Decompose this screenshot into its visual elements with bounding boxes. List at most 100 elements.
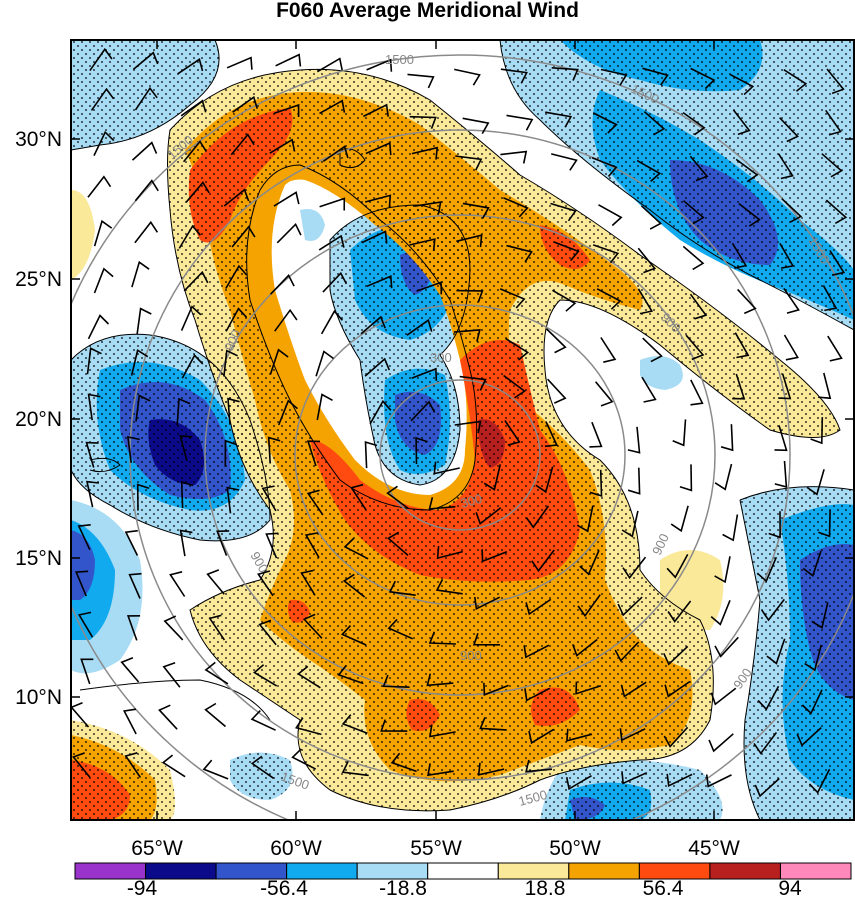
- wind-barb: [572, 638, 598, 657]
- wind-barb: [161, 754, 186, 778]
- wind-barb: [506, 244, 533, 263]
- wind-barb: [621, 510, 639, 538]
- colorbar-swatch: [779, 862, 852, 880]
- map-title: F060 Average Meridional Wind: [276, 0, 579, 22]
- wind-barb: [643, 111, 666, 136]
- wind-barb: [735, 158, 759, 183]
- wind-barb: [483, 682, 509, 696]
- wind-barb: [594, 381, 614, 407]
- wind-barb: [682, 245, 705, 271]
- wind-barb: [550, 202, 577, 222]
- wind-barb: [179, 435, 193, 462]
- wind-barb: [454, 420, 482, 434]
- wind-barb: [806, 469, 825, 496]
- wind-barb: [663, 645, 689, 666]
- wind-barb: [454, 68, 481, 86]
- lat-label: 20°N: [15, 408, 62, 431]
- wind-barb: [369, 399, 392, 425]
- lon-labels: 65°W 60°W 55°W 50°W 45°W: [131, 837, 740, 860]
- wind-barb: [679, 464, 693, 492]
- lat-labels: 30°N 25°N 20°N 15°N 10°N: [15, 128, 62, 709]
- wind-barb: [761, 598, 785, 622]
- wind-barb: [410, 400, 436, 422]
- wind-barb: [705, 774, 732, 788]
- wind-barb: [738, 202, 761, 227]
- wind-barb: [505, 337, 530, 361]
- wind-barb: [551, 67, 579, 81]
- lon-ticks: [156, 40, 715, 820]
- wind-barb: [710, 600, 731, 626]
- wind-barb: [216, 530, 230, 556]
- wind-barb: [682, 111, 706, 136]
- wind-barb: [565, 775, 592, 791]
- wind-barb: [822, 285, 838, 312]
- wind-barb: [829, 250, 846, 276]
- wind-barb: [827, 335, 843, 362]
- wind-barb: [637, 288, 654, 315]
- wind-barb: [93, 267, 114, 294]
- wind-outline-contours: [71, 40, 854, 820]
- wind-barb: [619, 728, 646, 742]
- wind-barb: [223, 188, 250, 207]
- wind-barb: [163, 615, 184, 641]
- wind-barb: [774, 425, 788, 452]
- wind-barb: [322, 145, 349, 163]
- lon-label: 55°W: [410, 837, 462, 860]
- wind-barb: [523, 644, 550, 659]
- wind-barb: [640, 205, 662, 230]
- wind-barb: [250, 755, 275, 779]
- wind-barb: [622, 556, 647, 580]
- wind-barb: [231, 225, 256, 248]
- wind-barb: [415, 436, 428, 465]
- wind-barb: [320, 309, 343, 335]
- wind-barb: [134, 220, 159, 244]
- wind-barb: [315, 350, 334, 377]
- wind-barb: [756, 556, 778, 583]
- wind-barb: [226, 56, 253, 70]
- wind-barb: [77, 524, 91, 551]
- wind-barb: [128, 572, 142, 599]
- wind-barb: [342, 573, 366, 598]
- wind-barbs: [71, 47, 848, 798]
- wind-barb: [269, 138, 296, 154]
- wind-barb: [737, 288, 757, 315]
- wind-barb: [316, 393, 333, 421]
- wind-barb: [85, 480, 99, 508]
- wind-barb: [267, 436, 281, 464]
- colorbar-labels: -94 -56.4 -18.8 18.8 56.4 94: [127, 877, 802, 900]
- wind-barb: [341, 714, 368, 735]
- contour-label: 900: [460, 648, 482, 663]
- wind-barb: [427, 763, 454, 777]
- wind-barb: [553, 241, 580, 262]
- wind-barb: [825, 199, 848, 224]
- wind-barb: [366, 58, 393, 72]
- wind-barb: [525, 505, 550, 529]
- colorbar-label: -56.4: [260, 877, 308, 900]
- wind-barb: [456, 289, 484, 303]
- wind-barb: [483, 464, 502, 491]
- wind-barb: [322, 271, 348, 293]
- wind-barb: [720, 424, 734, 452]
- wind-barb: [363, 103, 389, 118]
- wind-barb: [291, 748, 317, 770]
- wind-barb: [270, 274, 295, 295]
- wind-barb: [642, 337, 663, 363]
- wind-barb: [87, 314, 110, 340]
- wind-barb: [754, 777, 780, 798]
- wind-barb: [506, 114, 534, 131]
- wind-barb: [275, 53, 302, 67]
- wind-barb: [75, 570, 89, 597]
- wind-barb: [637, 247, 657, 274]
- wind-barb: [131, 260, 150, 288]
- wind-barb: [206, 569, 225, 595]
- wind-barb: [225, 264, 248, 289]
- wind-barb: [364, 357, 391, 377]
- wind-barb: [781, 198, 803, 223]
- wind-barb: [126, 435, 140, 463]
- wind-barb: [600, 68, 628, 86]
- wind-barb: [183, 270, 209, 292]
- wind-barb: [232, 95, 258, 113]
- wind-barb: [592, 112, 618, 134]
- wind-barb: [343, 537, 369, 560]
- wind-barb: [131, 141, 158, 161]
